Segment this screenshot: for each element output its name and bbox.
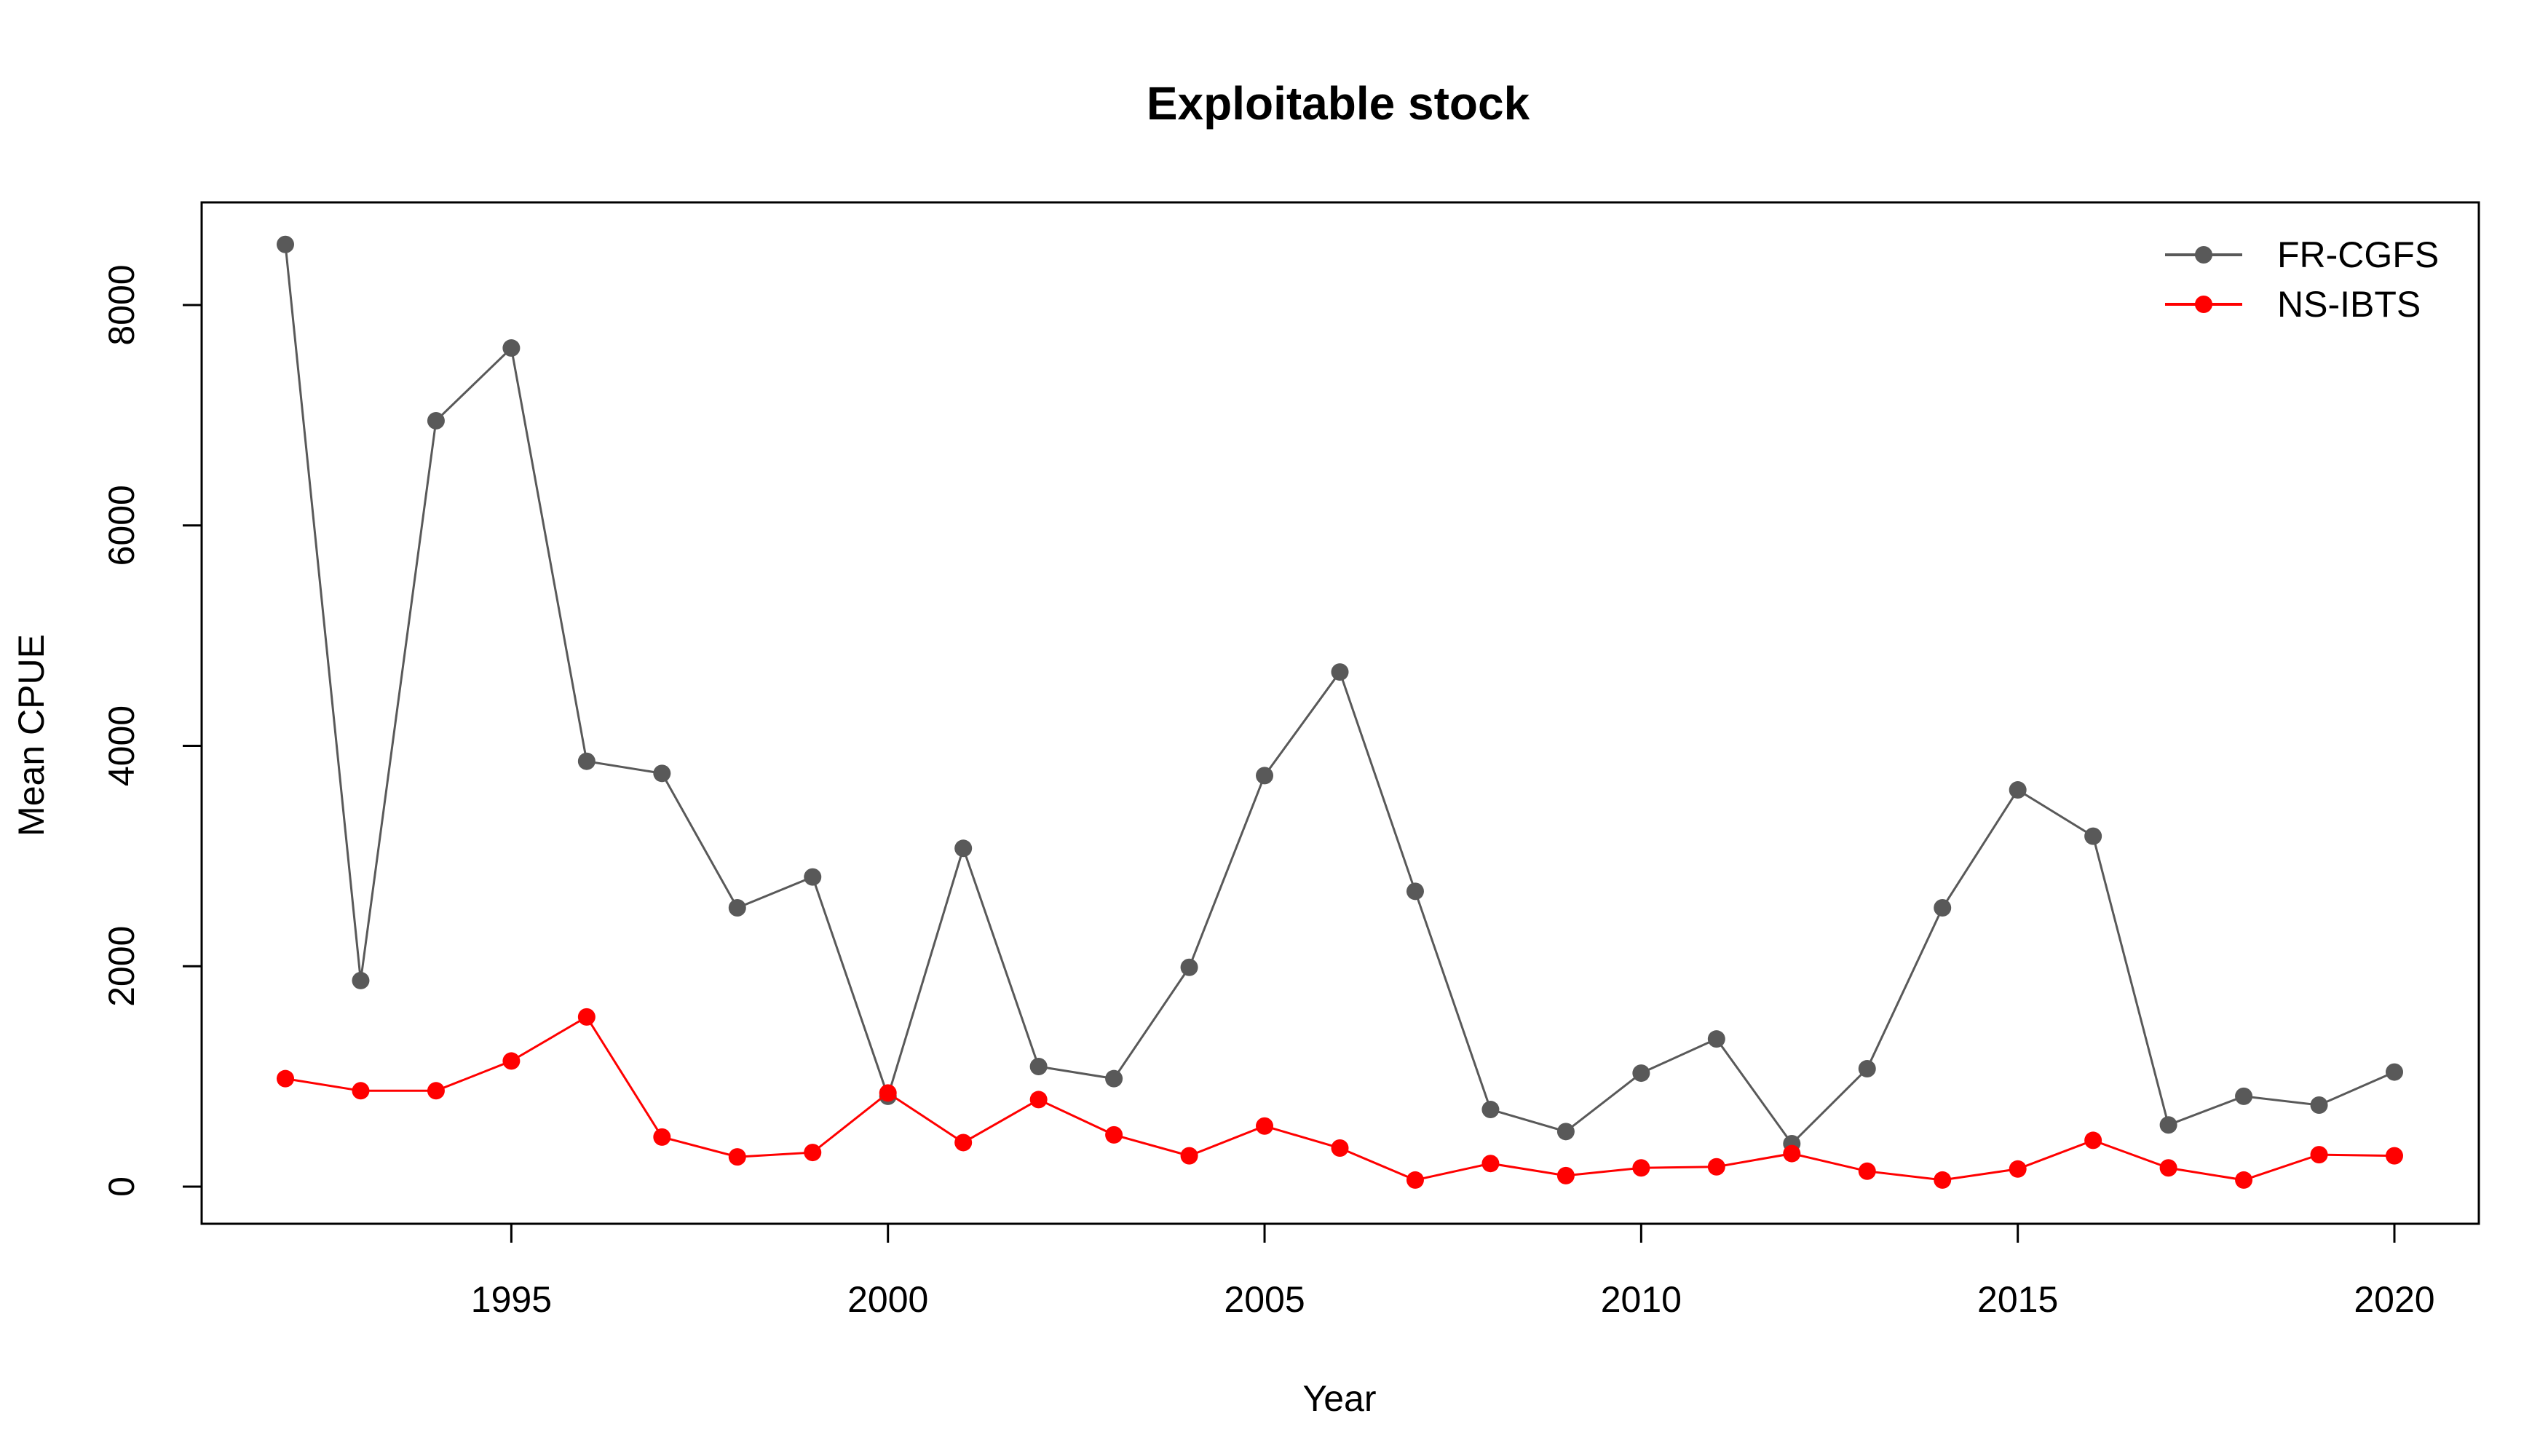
data-point-ns-ibts-2014 [1934, 1171, 1952, 1189]
legend-item-ns-ibts: NS-IBTS [2165, 284, 2421, 325]
data-point-fr-cgfs-1994 [427, 411, 445, 430]
data-point-ns-ibts-2011 [1707, 1158, 1725, 1176]
y-axis-label: Mean CPUE [11, 634, 52, 836]
legend-marker-ns-ibts [2195, 296, 2212, 313]
data-point-ns-ibts-2009 [1556, 1166, 1575, 1184]
data-point-ns-ibts-2004 [1180, 1147, 1198, 1165]
y-tick-label: 6000 [101, 485, 142, 566]
data-point-ns-ibts-1992 [277, 1069, 294, 1088]
data-point-ns-ibts-2005 [1256, 1117, 1274, 1135]
series-layer [277, 235, 2403, 1189]
data-point-ns-ibts-2003 [1105, 1125, 1123, 1144]
legend: FR-CGFS NS-IBTS [2165, 234, 2439, 325]
data-point-fr-cgfs-2010 [1632, 1064, 1650, 1083]
x-tick-label: 2020 [2354, 1279, 2434, 1320]
data-point-fr-cgfs-2017 [2159, 1116, 2177, 1134]
y-tick-label: 4000 [101, 705, 142, 786]
data-point-fr-cgfs-2002 [1029, 1058, 1048, 1076]
series-fr-cgfs [277, 235, 2403, 1152]
data-point-ns-ibts-2012 [1783, 1144, 1801, 1163]
data-point-fr-cgfs-1999 [804, 868, 822, 886]
y-axis-ticks: 0 2000 4000 6000 8000 [101, 264, 202, 1197]
legend-marker-fr-cgfs [2195, 246, 2212, 264]
data-point-ns-ibts-2019 [2310, 1146, 2328, 1164]
data-point-fr-cgfs-2018 [2235, 1087, 2253, 1105]
data-point-fr-cgfs-2013 [1858, 1060, 1876, 1078]
data-point-ns-ibts-2006 [1331, 1139, 1349, 1158]
data-point-ns-ibts-2001 [954, 1133, 973, 1152]
x-tick-label: 1995 [471, 1279, 552, 1320]
data-point-ns-ibts-1995 [502, 1052, 521, 1070]
data-point-fr-cgfs-1998 [728, 899, 746, 917]
data-point-fr-cgfs-1995 [502, 339, 521, 357]
data-point-fr-cgfs-2020 [2386, 1063, 2403, 1081]
data-point-ns-ibts-2010 [1632, 1159, 1650, 1177]
data-point-fr-cgfs-2014 [1934, 899, 1952, 917]
data-point-fr-cgfs-2016 [2084, 827, 2102, 845]
data-point-fr-cgfs-2005 [1256, 767, 1274, 785]
series-ns-ibts [277, 1008, 2403, 1189]
data-point-ns-ibts-1994 [427, 1082, 445, 1100]
legend-label-fr-cgfs: FR-CGFS [2277, 234, 2439, 275]
data-point-ns-ibts-2002 [1029, 1091, 1048, 1109]
data-point-ns-ibts-1999 [804, 1144, 822, 1162]
data-point-fr-cgfs-1997 [653, 764, 671, 783]
x-axis-ticks: 1995 2000 2005 2010 2015 2020 [471, 1224, 2435, 1320]
data-point-fr-cgfs-1992 [277, 235, 294, 253]
data-point-fr-cgfs-2008 [1481, 1101, 1500, 1119]
y-tick-label: 0 [101, 1176, 142, 1197]
data-point-ns-ibts-2007 [1406, 1171, 1424, 1189]
data-point-ns-ibts-2017 [2159, 1159, 2177, 1177]
data-point-ns-ibts-1993 [352, 1082, 370, 1100]
x-tick-label: 2015 [1977, 1279, 2058, 1320]
data-point-fr-cgfs-2003 [1105, 1069, 1123, 1088]
data-point-ns-ibts-2013 [1858, 1162, 1876, 1180]
data-point-fr-cgfs-2006 [1331, 663, 1349, 681]
data-point-fr-cgfs-2007 [1406, 882, 1424, 901]
data-point-fr-cgfs-2011 [1707, 1030, 1725, 1048]
data-point-ns-ibts-2008 [1481, 1155, 1500, 1173]
data-point-ns-ibts-1998 [728, 1148, 746, 1166]
x-tick-label: 2010 [1601, 1279, 1682, 1320]
data-point-ns-ibts-2016 [2084, 1131, 2102, 1150]
y-tick-label: 8000 [101, 264, 142, 345]
data-point-fr-cgfs-2009 [1556, 1123, 1575, 1141]
data-point-ns-ibts-2015 [2009, 1160, 2027, 1178]
data-point-ns-ibts-1997 [653, 1128, 671, 1146]
data-point-ns-ibts-2020 [2386, 1147, 2403, 1165]
data-point-ns-ibts-2000 [879, 1084, 897, 1102]
data-point-fr-cgfs-2015 [2009, 781, 2027, 799]
data-point-ns-ibts-2018 [2235, 1171, 2253, 1189]
x-axis-label: Year [1302, 1378, 1376, 1419]
y-tick-label: 2000 [101, 926, 142, 1007]
data-point-fr-cgfs-2004 [1180, 958, 1198, 976]
legend-label-ns-ibts: NS-IBTS [2277, 284, 2421, 325]
legend-item-fr-cgfs: FR-CGFS [2165, 234, 2439, 275]
x-tick-label: 2005 [1224, 1279, 1305, 1320]
data-point-fr-cgfs-1993 [352, 971, 370, 989]
data-point-fr-cgfs-2019 [2310, 1096, 2328, 1114]
data-point-fr-cgfs-1996 [577, 752, 596, 770]
data-point-ns-ibts-1996 [577, 1008, 596, 1026]
chart-title: Exploitable stock [1147, 77, 1530, 130]
data-point-fr-cgfs-2001 [954, 839, 973, 858]
x-tick-label: 2000 [847, 1279, 928, 1320]
